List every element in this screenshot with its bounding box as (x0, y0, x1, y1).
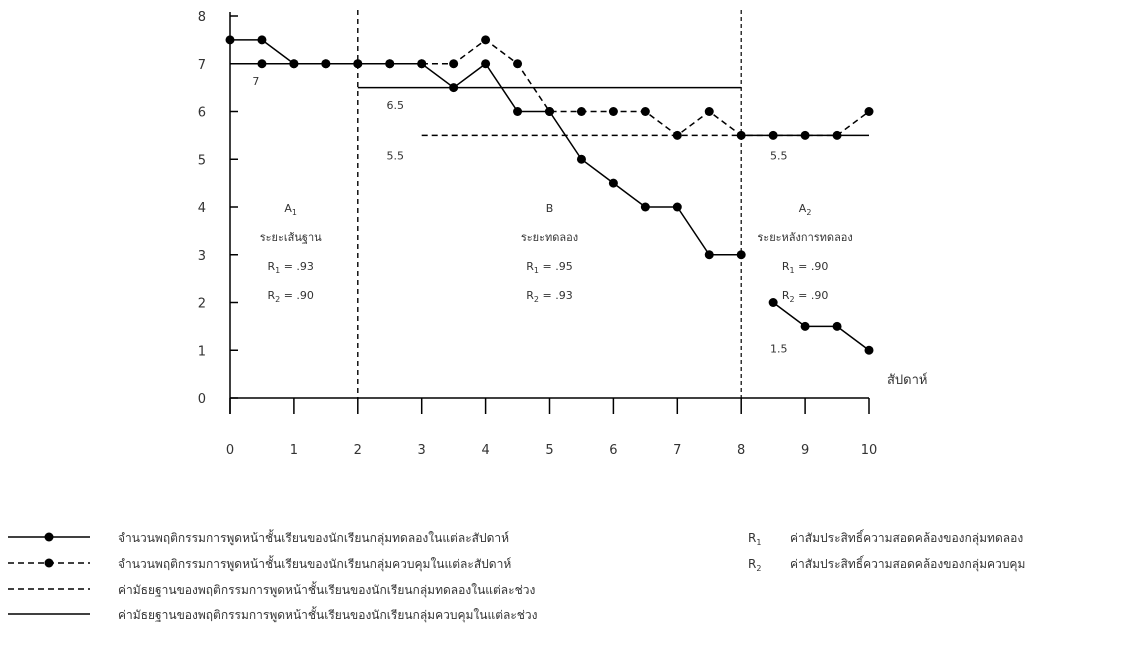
data-point (672, 130, 682, 140)
y-tick-label: 1 (198, 344, 206, 359)
data-point (864, 345, 874, 355)
x-tick-label: 8 (737, 443, 745, 458)
data-point (608, 178, 618, 188)
data-point (736, 130, 746, 140)
data-point (800, 321, 810, 331)
data-point (257, 59, 267, 69)
data-point (225, 35, 235, 45)
phase-name: A2 (799, 202, 812, 217)
phase-dividers (357, 10, 742, 398)
data-point (257, 35, 267, 45)
data-point (513, 59, 523, 69)
x-tick-label: 0 (226, 443, 234, 458)
x-axis-label: สัปดาห์ (887, 372, 928, 388)
value-label: 7 (252, 75, 259, 88)
x-tick-label: 9 (801, 443, 809, 458)
data-point (768, 298, 778, 307)
y-tick-label: 5 (198, 153, 206, 168)
x-tick-label: 3 (418, 443, 426, 458)
data-point (353, 59, 363, 69)
y-tick-label: 4 (198, 201, 206, 216)
x-tick-label: 2 (354, 443, 362, 458)
y-tick-label: 8 (198, 10, 206, 25)
data-point (449, 83, 459, 93)
value-label: 5.5 (387, 149, 405, 162)
data-point (800, 130, 810, 140)
phase-label: ระยะทดลอง (521, 231, 578, 244)
legend-entry: จำนวนพฤติกรรมการพูดหน้าชั้นเรียนของนักเร… (118, 529, 509, 546)
data-point (832, 130, 842, 140)
axes: 0 1 2 3 4 5 6 7 8 0 1 2 3 4 5 6 7 8 9 10 สัปดาห์ (198, 10, 928, 458)
data-point (864, 107, 874, 116)
data-point (704, 107, 714, 116)
data-point (385, 59, 395, 69)
value-label: 5.5 (770, 149, 788, 162)
legend: จำนวนพฤติกรรมการพูดหน้าชั้นเรียนของนักเร… (8, 529, 1025, 623)
data-point (608, 107, 618, 116)
value-label: 6.5 (387, 99, 405, 112)
phase-r1: R1 = .95 (526, 260, 572, 275)
data-point (672, 202, 682, 212)
phase-r2: R2 = .93 (526, 289, 572, 304)
median-lines (230, 63, 869, 137)
phase-r2: R2 = .90 (782, 289, 828, 304)
y-tick-label: 7 (198, 58, 206, 73)
y-tick-label: 2 (198, 297, 206, 312)
data-point (513, 107, 523, 116)
x-tick-label: 6 (609, 443, 617, 458)
legend-entry: ค่ามัธยฐานของพฤติกรรมการพูดหน้าชั้นเรียน… (118, 606, 538, 623)
data-point (832, 321, 842, 331)
data-point (640, 107, 650, 116)
series-line-experimental (230, 39, 742, 256)
data-point (576, 154, 586, 164)
legend-marker (44, 558, 54, 568)
phase-name: A1 (284, 202, 297, 217)
x-tick-label: 10 (861, 443, 878, 458)
data-point (768, 130, 778, 140)
x-tick-label: 5 (545, 443, 553, 458)
data-point (481, 35, 491, 45)
phase-label: ระยะหลังการทดลอง (757, 231, 852, 244)
data-point (417, 59, 427, 69)
x-tick-label: 4 (481, 443, 489, 458)
series-line-control (261, 38, 870, 137)
phase-label: ระยะเส้นฐาน (260, 231, 322, 244)
series-line-experimental_late (772, 301, 870, 351)
data-point (576, 107, 586, 116)
data-series (225, 35, 874, 355)
y-tick-label: 6 (198, 106, 206, 121)
phase-r1: R1 = .93 (267, 260, 313, 275)
legend-marker (44, 532, 54, 542)
data-point (545, 107, 554, 116)
legend-r-def: ค่าสัมประสิทธิ์ความสอดคล้องของกลุ่มควบคุ… (790, 555, 1025, 572)
legend-r-symbol: R2 (748, 557, 761, 573)
data-point (449, 59, 459, 69)
x-tick-label: 1 (290, 443, 298, 458)
y-tick-label: 3 (198, 249, 206, 264)
data-point (481, 59, 491, 69)
data-point (704, 250, 714, 260)
legend-entry: ค่ามัธยฐานของพฤติกรรมการพูดหน้าชั้นเรียน… (118, 581, 535, 598)
data-point (289, 59, 299, 69)
y-tick-label: 0 (198, 392, 206, 407)
data-point (736, 250, 746, 260)
legend-entry: จำนวนพฤติกรรมการพูดหน้าชั้นเรียนของนักเร… (118, 555, 511, 572)
legend-r-def: ค่าสัมประสิทธิ์ความสอดคล้องของกลุ่มทดลอง (790, 529, 1023, 546)
phase-r1: R1 = .90 (782, 260, 828, 275)
phase-name: B (546, 202, 554, 215)
data-point (321, 59, 331, 69)
x-tick-label: 7 (673, 443, 681, 458)
annotations: 7 6.5 5.5 5.5 1.5 A1 ระยะเส้นฐาน R1 = .93 R2 = .… (252, 75, 852, 355)
phase-r2: R2 = .90 (267, 289, 313, 304)
value-label: 1.5 (770, 343, 788, 356)
legend-r-symbol: R1 (748, 531, 761, 547)
data-point (640, 202, 650, 212)
